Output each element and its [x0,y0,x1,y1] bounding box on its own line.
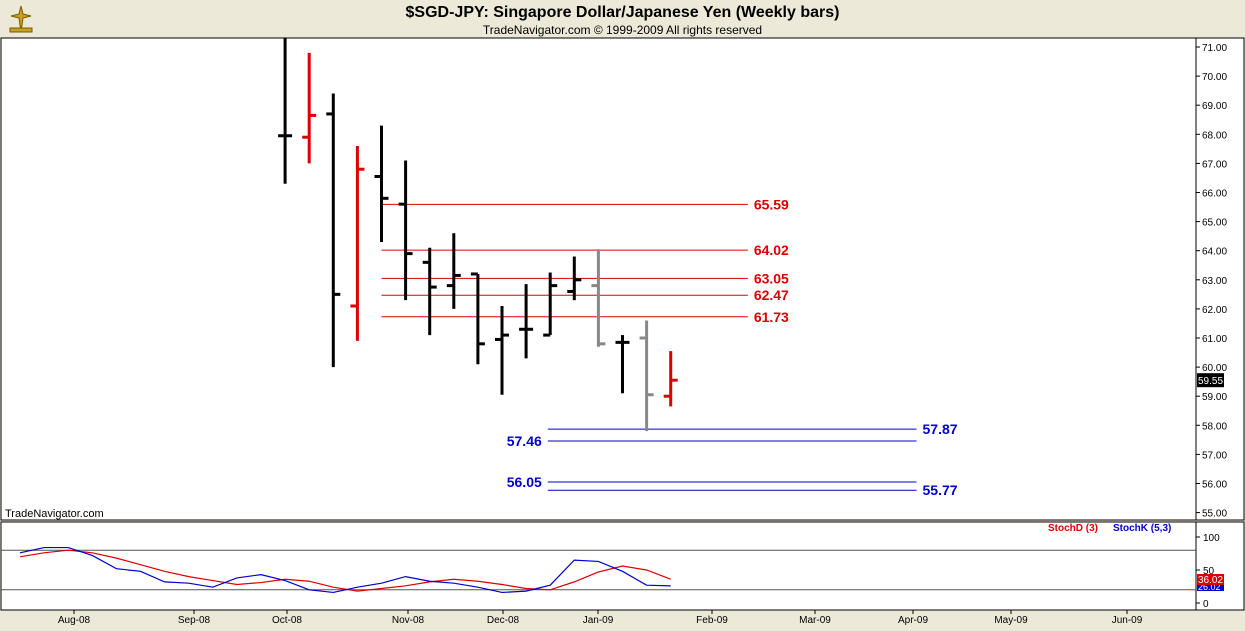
price-axis-panel[interactable] [1195,37,1245,521]
x-tick-label: Mar-09 [799,615,831,626]
ohlc-bar [326,93,341,368]
x-tick-label: Jan-09 [583,615,614,626]
price-tick-label: 62.00 [1202,305,1227,316]
ohlc-bar [422,247,437,336]
stoch-legend-label: StochD (3) [1048,523,1098,534]
stoch-tick-label: 50 [1203,566,1215,577]
ohlc-bar [639,320,654,432]
ohlc-bar [278,38,293,184]
stoch-tick-label: 100 [1203,533,1220,544]
stoch-axis-panel[interactable] [1195,521,1245,611]
x-tick-label: Aug-08 [58,615,91,626]
price-tick-label: 67.00 [1202,159,1227,170]
level-label: 57.87 [923,421,958,437]
ohlc-bar [495,305,509,395]
ohlc-bar [302,52,317,164]
stoch-k-value-label: 26.02 [1198,582,1221,592]
price-tick-label: 65.00 [1202,218,1227,229]
price-tick-label: 58.00 [1202,421,1227,432]
price-tick-label: 68.00 [1202,130,1227,141]
price-tick-label: 56.00 [1202,480,1227,491]
level-label: 55.77 [923,482,958,498]
ohlc-bar [374,125,389,242]
x-tick-label: Nov-08 [392,615,425,626]
x-tick-label: Oct-08 [272,615,302,626]
stoch-series-line [19,546,671,594]
ohlc-bar [615,335,630,394]
stoch-k-value-box [1197,583,1224,591]
level-label: 64.02 [754,242,789,258]
ohlc-bar [567,256,582,301]
stoch-tick-label: 0 [1203,599,1209,610]
price-tick-label: 70.00 [1202,72,1227,83]
stoch-panel[interactable] [0,521,1197,611]
trade-navigator-logo-icon [6,4,36,39]
current-price-box [1197,373,1224,388]
x-tick-label: Apr-09 [898,615,928,626]
price-tick-label: 71.00 [1202,43,1227,54]
level-label: 65.59 [754,196,789,212]
price-tick-label: 60.00 [1202,363,1227,374]
chart-subtitle: TradeNavigator.com © 1999-2009 All right… [482,23,763,37]
price-tick-label: 63.00 [1202,276,1227,287]
x-tick-label: May-09 [994,615,1028,626]
ohlc-bar [470,272,485,365]
x-tick-label: Dec-08 [487,615,520,626]
level-label: 62.47 [754,287,789,303]
chart-title: $SGD-JPY: Singapore Dollar/Japanese Yen … [405,4,840,21]
ohlc-bar [446,233,461,309]
stoch-legend-label: StochK (5,3) [1113,523,1171,534]
ohlc-bar [663,351,678,407]
stoch-d-value-label: 36.02 [1198,575,1223,586]
ohlc-bar [591,249,606,347]
price-tick-label: 57.00 [1202,450,1227,461]
level-label: 56.05 [507,474,542,490]
current-price-label: 59.55 [1198,376,1223,387]
x-tick-label: Sep-08 [178,615,211,626]
level-label: 57.46 [507,433,542,449]
ohlc-bar [398,160,413,301]
price-tick-label: 69.00 [1202,101,1227,112]
ohlc-bar [350,145,365,341]
x-tick-label: Jun-09 [1112,615,1143,626]
watermark: TradeNavigator.com [5,508,104,520]
x-tick-label: Feb-09 [696,615,728,626]
price-tick-label: 55.00 [1202,509,1227,520]
stoch-d-value-box [1197,574,1224,585]
price-tick-label: 64.00 [1202,247,1227,258]
level-label: 63.05 [754,270,789,286]
price-tick-label: 61.00 [1202,334,1227,345]
level-label: 61.73 [754,309,789,325]
price-tick-label: 59.00 [1202,392,1227,403]
ohlc-bar [519,284,534,359]
price-tick-label: 66.00 [1202,189,1227,200]
stoch-series-line [19,549,671,592]
ohlc-bar [543,272,558,337]
